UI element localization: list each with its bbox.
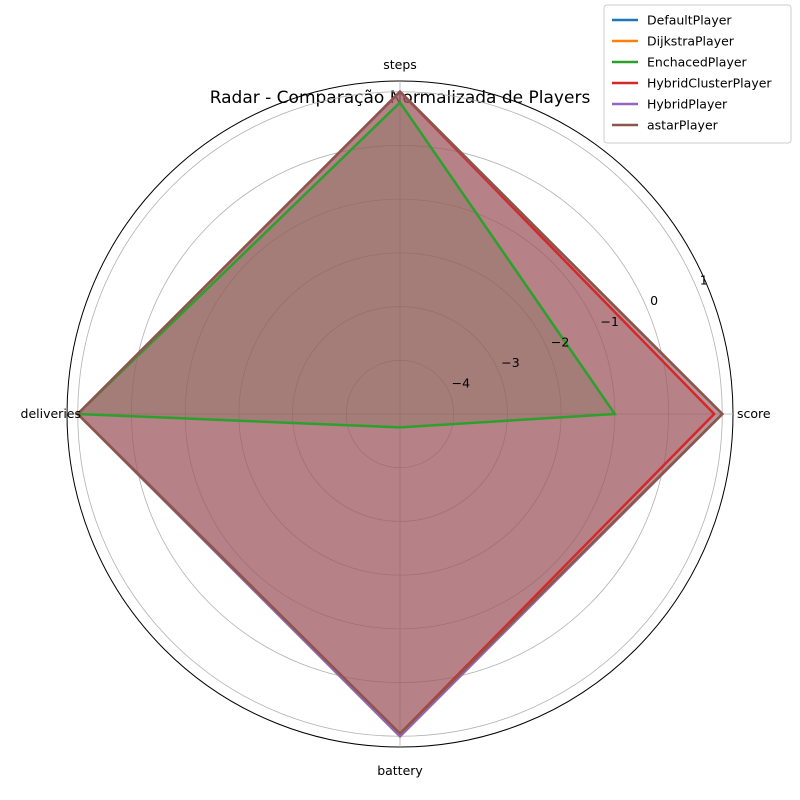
- series-fills: [77, 91, 723, 737]
- legend: DefaultPlayer DijkstraPlayer EnchacedPlaye…: [603, 4, 792, 144]
- series-fill: [77, 91, 723, 734]
- radial-tick-label: −3: [501, 355, 519, 370]
- legend-label: DijkstraPlayer: [647, 34, 735, 49]
- series-lines: [74, 89, 725, 739]
- axis-label-battery: battery: [377, 763, 423, 778]
- legend-label: EnchacedPlayer: [647, 55, 748, 70]
- legend-label: astarPlayer: [647, 118, 719, 133]
- radial-tick-label: 1: [700, 273, 708, 288]
- radial-tick-labels: −4 −3 −2 −1 0 1: [452, 273, 708, 391]
- legend-label: HybridPlayer: [647, 97, 728, 112]
- legend-label: DefaultPlayer: [647, 13, 732, 28]
- radial-tick-label: −4: [452, 375, 470, 390]
- radial-tick-label: −1: [600, 314, 618, 329]
- radial-tick-label: 0: [650, 293, 658, 308]
- legend-label: HybridClusterPlayer: [647, 76, 772, 91]
- radial-tick-label: −2: [551, 334, 569, 349]
- axis-label-steps: steps: [383, 57, 417, 72]
- series-line: [75, 89, 725, 736]
- axis-labels: score steps deliveries battery: [21, 57, 771, 778]
- legend-box: [603, 4, 792, 144]
- axis-label-deliveries: deliveries: [21, 406, 81, 421]
- axis-label-score: score: [737, 406, 771, 421]
- series-fill: [77, 102, 615, 428]
